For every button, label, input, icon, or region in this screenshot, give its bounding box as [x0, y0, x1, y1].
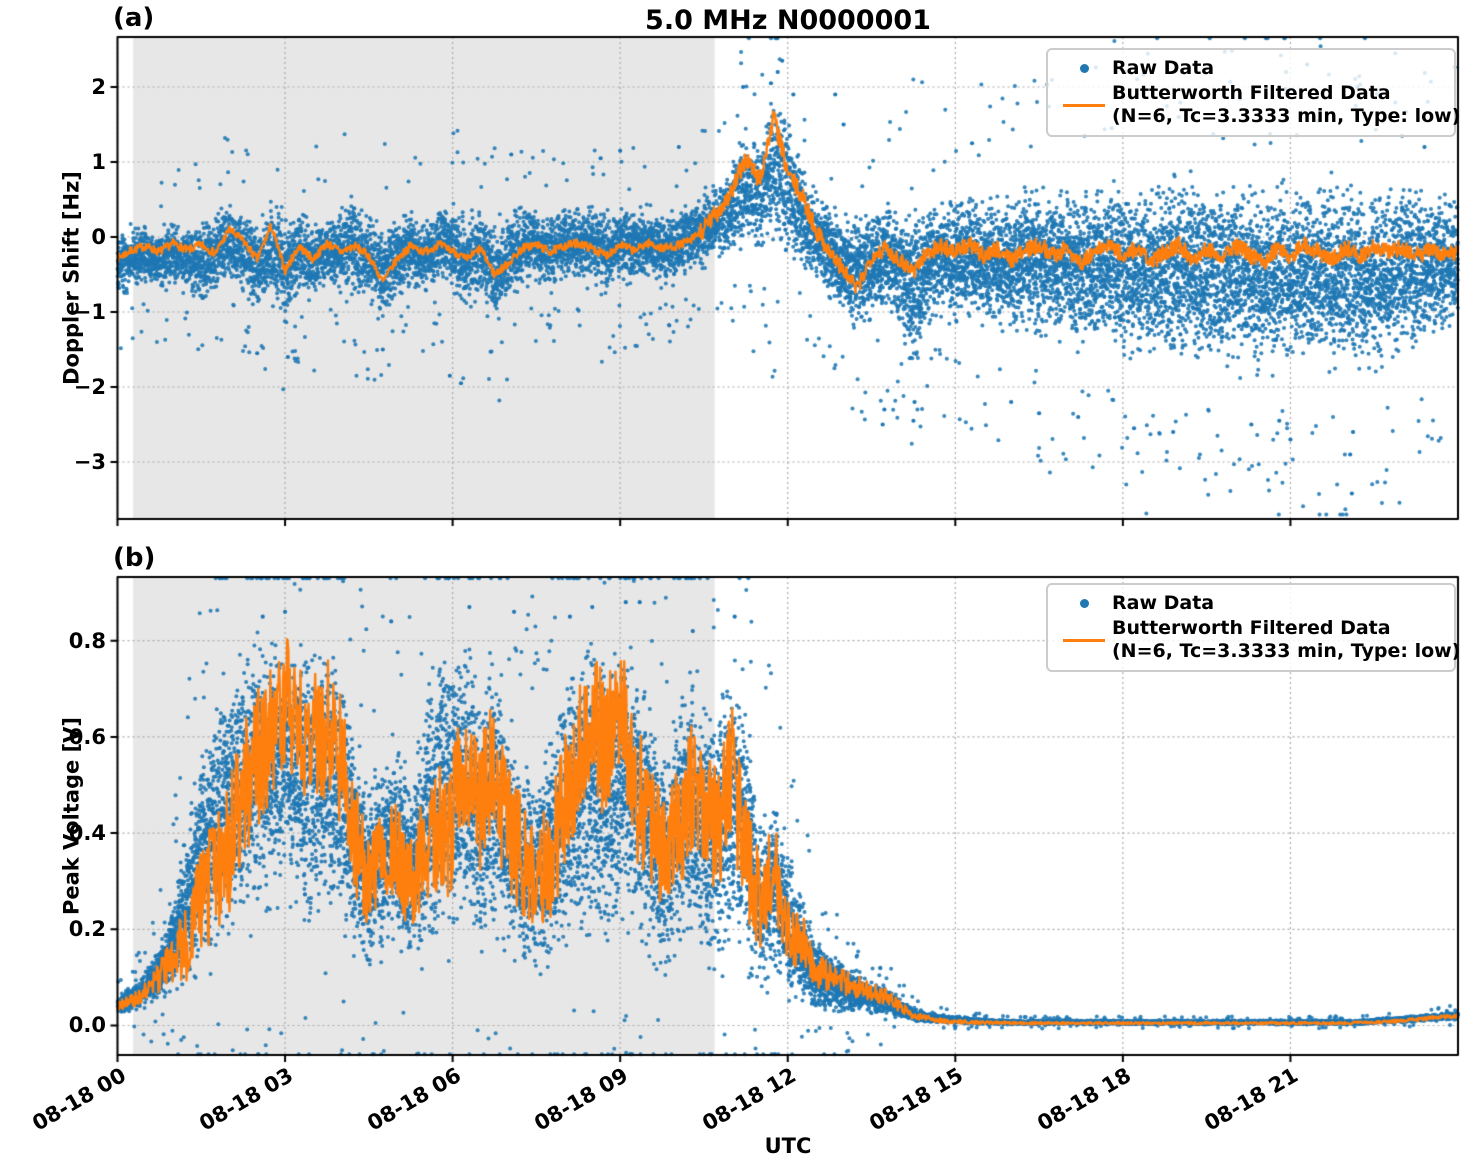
scatter-marker-icon [1079, 599, 1089, 608]
y-tick-label: 2 [91, 75, 106, 99]
legend-filtered-label: Butterworth Filtered Data [1112, 82, 1391, 104]
y-tick-label: 0.8 [68, 629, 106, 653]
scatter-marker-icon [1079, 64, 1089, 73]
line-marker-icon [1063, 103, 1105, 107]
y-tick-label: 0 [91, 225, 106, 249]
figure-title: 5.0 MHz N0000001 [645, 5, 931, 36]
legend-raw-label: Raw Data [1112, 592, 1215, 614]
x-axis-label: UTC [764, 1134, 812, 1158]
panel-a-label: (a) [113, 3, 155, 33]
legend-filtered-sublabel: (N=6, Tc=3.3333 min, Type: low) [1112, 640, 1461, 662]
y-tick-label: 0.4 [68, 821, 106, 845]
line-marker-icon [1063, 638, 1105, 642]
legend-row-raw: Raw Data [1056, 592, 1446, 615]
legend-row-filtered: Butterworth Filtered Data (N=6, Tc=3.333… [1056, 617, 1460, 663]
y-tick-label: 0.0 [68, 1013, 106, 1037]
y-tick-label: 0.6 [68, 725, 106, 749]
legend-raw-label: Raw Data [1112, 57, 1215, 79]
panel-b-label: (b) [113, 543, 156, 573]
y-tick-label: 0.2 [68, 917, 106, 941]
legend-row-raw: Raw Data [1056, 57, 1446, 80]
legend-filtered-sublabel: (N=6, Tc=3.3333 min, Type: low) [1112, 105, 1461, 127]
legend-filtered-label: Butterworth Filtered Data [1112, 617, 1391, 639]
legend-b: Raw Data Butterworth Filtered Data (N=6,… [1046, 583, 1460, 672]
y-tick-label: 1 [91, 150, 106, 174]
y-axis-label-a: Doppler Shift [Hz] [59, 171, 84, 385]
y-tick-label: −3 [73, 450, 106, 474]
legend-a: Raw Data Butterworth Filtered Data (N=6,… [1046, 48, 1460, 137]
y-tick-label: −2 [73, 375, 106, 399]
y-tick-label: −1 [73, 300, 106, 324]
legend-row-filtered: Butterworth Filtered Data (N=6, Tc=3.333… [1056, 82, 1460, 128]
